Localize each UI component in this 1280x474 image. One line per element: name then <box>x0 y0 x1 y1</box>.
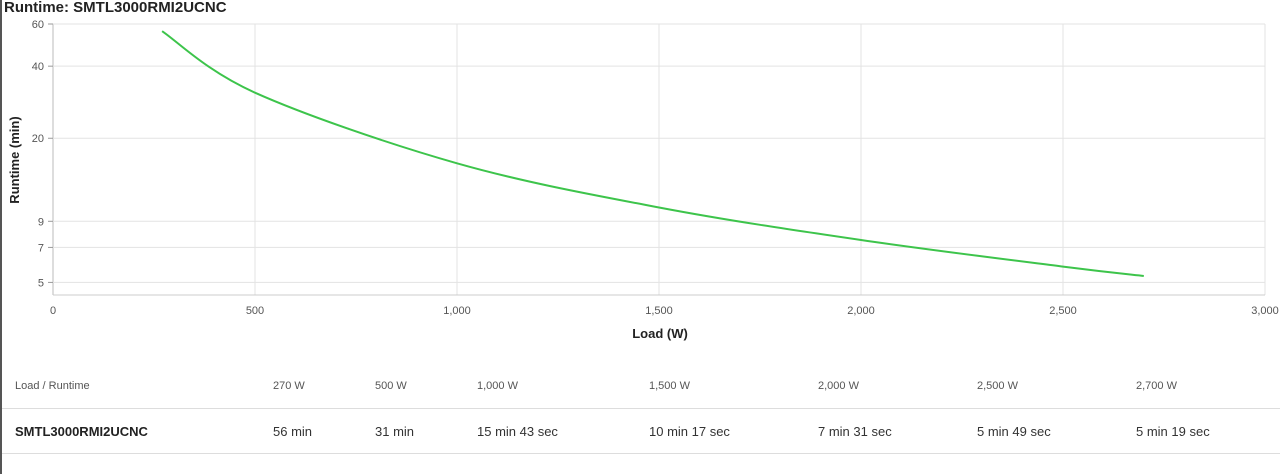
runtime-cell: 7 min 31 sec <box>818 424 892 439</box>
load-header: 2,500 W <box>977 380 1018 392</box>
runtime-cell: 15 min 43 sec <box>477 424 558 439</box>
y-tick-label: 40 <box>32 61 44 73</box>
x-tick-label: 500 <box>246 305 264 317</box>
table-row: SMTL3000RMI2UCNC 56 min 31 min 15 min 43 s… <box>2 409 1280 454</box>
x-tick-label: 1,000 <box>443 305 471 317</box>
chart-title: Runtime: SMTL3000RMI2UCNC <box>4 0 227 16</box>
y-tick-label: 60 <box>32 19 44 31</box>
x-axis-label: Load (W) <box>632 326 688 341</box>
load-header: 270 W <box>273 380 305 392</box>
y-tick-label: 9 <box>38 216 44 228</box>
load-header: 1,500 W <box>649 380 690 392</box>
load-header: 500 W <box>375 380 407 392</box>
runtime-table: Load / Runtime 270 W 500 W 1,000 W 1,500 W 2… <box>2 364 1280 454</box>
runtime-cell: 5 min 19 sec <box>1136 424 1210 439</box>
runtime-cell: 5 min 49 sec <box>977 424 1051 439</box>
x-tick-label: 2,000 <box>847 305 875 317</box>
header-label: Load / Runtime <box>15 380 90 392</box>
x-tick-label: 2,500 <box>1049 305 1077 317</box>
load-header: 1,000 W <box>477 380 518 392</box>
y-tick-label: 20 <box>32 133 44 145</box>
grid <box>48 23 1266 296</box>
table-header-row: Load / Runtime 270 W 500 W 1,000 W 1,500 W 2… <box>2 364 1280 409</box>
x-tick-label: 0 <box>50 305 56 317</box>
x-tick-label: 1,500 <box>645 305 673 317</box>
runtime-cell: 56 min <box>273 424 313 439</box>
x-tick-label: 3,000 <box>1251 305 1279 317</box>
ticks: 0 500 1,000 1,500 2,000 2,500 3,000 5 7 9 20 40 60 <box>32 19 1279 317</box>
y-tick-label: 7 <box>38 242 44 254</box>
y-tick-label: 5 <box>38 277 44 289</box>
runtime-curve <box>161 30 1144 277</box>
runtime-chart: 0 500 1,000 1,500 2,000 2,500 3,000 5 7 9 20 40 60 L… <box>7 19 1279 341</box>
y-axis-label: Runtime (min) <box>7 116 22 203</box>
load-header: 2,700 W <box>1136 380 1177 392</box>
runtime-cell: 31 min <box>375 424 415 439</box>
runtime-cell: 10 min 17 sec <box>649 424 730 439</box>
load-header: 2,000 W <box>818 380 859 392</box>
model-name: SMTL3000RMI2UCNC <box>15 424 148 439</box>
